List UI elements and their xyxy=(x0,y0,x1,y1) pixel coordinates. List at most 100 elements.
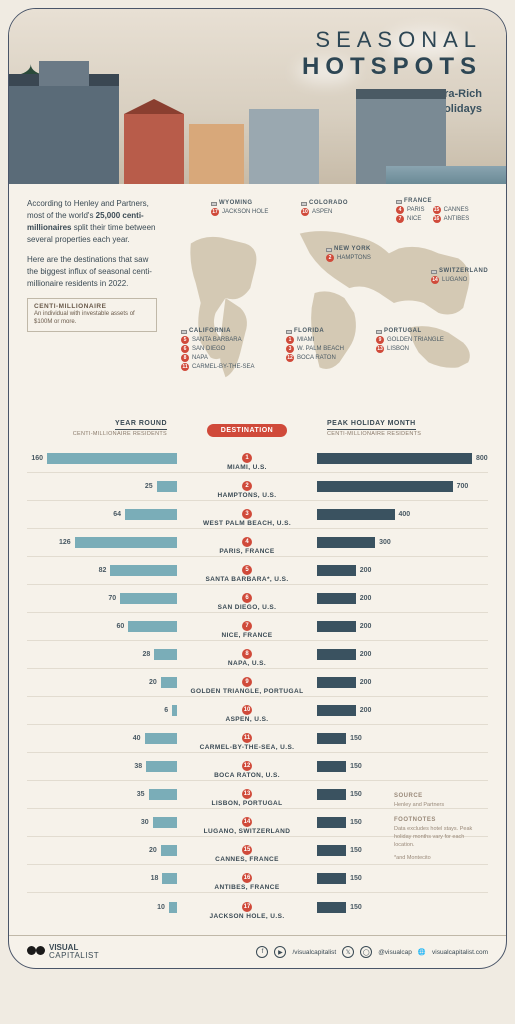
peak-bar: 150 xyxy=(317,873,488,884)
left-title: YEAR ROUND xyxy=(115,420,167,430)
year-round-value: 20 xyxy=(149,679,157,686)
definition-box: CENTI-MILLIONAIRE An individual with inv… xyxy=(27,298,157,332)
peak-value: 400 xyxy=(399,511,411,518)
year-round-bar: 20 xyxy=(27,845,177,856)
intro-p1: According to Henley and Partners, most o… xyxy=(27,198,157,246)
destination-cell: 5 SANTA BARBARA*, U.S. xyxy=(177,558,317,583)
chart-row: 20 9 GOLDEN TRIANGLE, PORTUGAL 200 xyxy=(27,669,488,697)
x-icon[interactable]: 𝕏 xyxy=(342,946,354,958)
infographic-card: SEASONAL HOTSPOTS Where the Ultra-Rich S… xyxy=(8,8,507,969)
peak-bar: 700 xyxy=(317,481,488,492)
bar-right xyxy=(317,873,346,884)
bar-left xyxy=(47,453,177,464)
destination-name: SAN DIEGO, U.S. xyxy=(181,604,313,611)
destination-cell: 2 HAMPTONS, U.S. xyxy=(177,474,317,499)
title-line1: SEASONAL xyxy=(302,27,482,53)
year-round-bar: 38 xyxy=(27,761,177,772)
year-round-value: 25 xyxy=(145,483,153,490)
header-illustration: SEASONAL HOTSPOTS Where the Ultra-Rich S… xyxy=(9,9,506,184)
bar-left xyxy=(75,537,177,548)
year-round-value: 30 xyxy=(141,819,149,826)
handle-1: /visualcapitalist xyxy=(292,949,336,956)
year-round-value: 10 xyxy=(157,904,165,911)
peak-bar: 200 xyxy=(317,649,488,660)
destination-name: NAPA, U.S. xyxy=(181,660,313,667)
chart-row: 18 16 ANTIBES, FRANCE 150 xyxy=(27,865,488,893)
destination-name: JACKSON HOLE, U.S. xyxy=(181,913,313,920)
bar-left xyxy=(128,621,177,632)
bar-right xyxy=(317,593,356,604)
rank-badge: 15 xyxy=(242,845,252,855)
bar-left xyxy=(146,761,177,772)
year-round-bar: 18 xyxy=(27,873,177,884)
destination-cell: 17 JACKSON HOLE, U.S. xyxy=(177,895,317,920)
rank-badge: 11 xyxy=(242,733,252,743)
right-title: PEAK HOLIDAY MONTH xyxy=(327,420,416,430)
peak-bar: 150 xyxy=(317,733,488,744)
instagram-icon[interactable]: ◯ xyxy=(360,946,372,958)
rank-badge: 16 xyxy=(242,873,252,883)
bar-right xyxy=(317,789,346,800)
chart-row: 160 1 MIAMI, U.S. 800 xyxy=(27,445,488,473)
year-round-value: 35 xyxy=(137,791,145,798)
year-round-bar: 25 xyxy=(27,481,177,492)
destination-cell: 13 LISBON, PORTUGAL xyxy=(177,782,317,807)
peak-value: 200 xyxy=(360,679,372,686)
map-region-label: PORTUGAL9GOLDEN TRIANGLE13LISBON xyxy=(376,328,444,353)
bar-right xyxy=(317,817,346,828)
rank-badge: 8 xyxy=(242,649,252,659)
peak-bar: 200 xyxy=(317,565,488,576)
chart-row: 70 6 SAN DIEGO, U.S. 200 xyxy=(27,585,488,613)
destination-pill: DESTINATION xyxy=(207,424,287,437)
year-round-bar: 64 xyxy=(27,509,177,520)
rank-badge: 1 xyxy=(242,453,252,463)
year-round-bar: 82 xyxy=(27,565,177,576)
peak-value: 150 xyxy=(350,819,362,826)
peak-bar: 200 xyxy=(317,593,488,604)
year-round-bar: 20 xyxy=(27,677,177,688)
peak-value: 150 xyxy=(350,735,362,742)
map-region-label: COLORADO10ASPEN xyxy=(301,200,348,216)
destination-name: PARIS, FRANCE xyxy=(181,548,313,555)
peak-value: 200 xyxy=(360,651,372,658)
destination-name: CANNES, FRANCE xyxy=(181,856,313,863)
bar-left xyxy=(162,873,177,884)
bar-left xyxy=(120,593,177,604)
year-round-value: 40 xyxy=(133,735,141,742)
house xyxy=(9,74,119,184)
map-region-label: NEW YORK2HAMPTONS xyxy=(326,246,371,262)
year-round-value: 18 xyxy=(151,875,159,882)
year-round-value: 6 xyxy=(164,707,168,714)
year-round-bar: 40 xyxy=(27,733,177,744)
peak-bar: 400 xyxy=(317,509,488,520)
destination-cell: 7 NICE, FRANCE xyxy=(177,614,317,639)
chart-row: 6 10 ASPEN, U.S. 200 xyxy=(27,697,488,725)
house xyxy=(124,114,184,184)
bar-right xyxy=(317,537,375,548)
rank-badge: 9 xyxy=(242,677,252,687)
peak-bar: 800 xyxy=(317,453,488,464)
destination-cell: 11 CARMEL-BY-THE-SEA, U.S. xyxy=(177,726,317,751)
chart-row: 40 11 CARMEL-BY-THE-SEA, U.S. 150 xyxy=(27,725,488,753)
year-round-bar: 160 xyxy=(27,453,177,464)
youtube-icon[interactable]: ▶ xyxy=(274,946,286,958)
houses-illustration xyxy=(9,74,506,184)
destination-cell: 8 NAPA, U.S. xyxy=(177,642,317,667)
rank-badge: 3 xyxy=(242,509,252,519)
mid-header: DESTINATION xyxy=(177,424,317,437)
destination-cell: 6 SAN DIEGO, U.S. xyxy=(177,586,317,611)
bar-right xyxy=(317,845,346,856)
map-region-label: SWITZERLAND14LUGANO xyxy=(431,268,488,284)
bar-left xyxy=(161,677,177,688)
year-round-value: 64 xyxy=(113,511,121,518)
bar-right xyxy=(317,733,346,744)
chart-row: 28 8 NAPA, U.S. 200 xyxy=(27,641,488,669)
definition-body: An individual with investable assets of … xyxy=(34,311,150,327)
year-round-value: 70 xyxy=(108,595,116,602)
footnotes-body: Data excludes hotel stays. Peak holiday … xyxy=(394,826,484,849)
destination-cell: 3 WEST PALM BEACH, U.S. xyxy=(177,502,317,527)
right-header: PEAK HOLIDAY MONTH CENTI-MILLIONAIRE RES… xyxy=(317,420,488,437)
facebook-icon[interactable]: f xyxy=(256,946,268,958)
left-sub: CENTI-MILLIONAIRE RESIDENTS xyxy=(73,431,167,437)
brand-logo: VISUAL CAPITALIST xyxy=(27,944,99,960)
